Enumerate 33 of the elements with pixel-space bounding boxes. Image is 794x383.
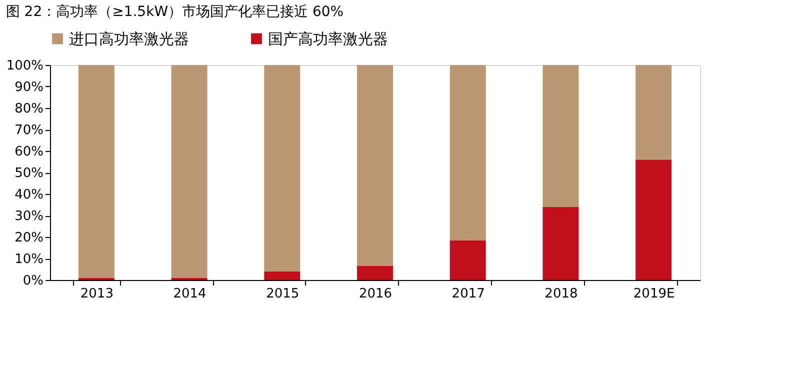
x-tick-label: 2016: [358, 286, 392, 302]
y-tick-label: 20%: [14, 230, 44, 246]
y-tick-label: 70%: [14, 123, 44, 138]
x-tick-label: 2017: [452, 286, 485, 302]
y-tick-label: 10%: [14, 252, 44, 267]
y-tick-label: 50%: [14, 166, 44, 181]
y-tick-label: 100%: [6, 58, 44, 74]
bar: [357, 266, 393, 280]
bar: [542, 65, 579, 207]
bar: [357, 65, 393, 266]
bar: [171, 65, 208, 278]
bar: [542, 206, 579, 280]
y-tick-label: 90%: [14, 80, 44, 95]
y-tick-label: 80%: [14, 102, 44, 116]
bar: [636, 160, 672, 280]
x-tick-label: 2013: [80, 286, 114, 302]
x-tick-label: 2015: [266, 286, 300, 302]
bar: [450, 65, 486, 240]
legend-label: 国产高功率激光器: [268, 30, 388, 48]
x-tick-label: 2014: [173, 286, 206, 302]
y-tick-label: 0%: [22, 274, 44, 288]
y-tick-label: 40%: [14, 188, 44, 202]
bar: [264, 271, 300, 280]
chart-title: 图 22：高功率（≥1.5kW）市场国产化率已接近 60%: [6, 4, 344, 20]
x-tick-label: 2019E: [633, 286, 675, 302]
y-tick-label: 60%: [14, 144, 44, 160]
bar: [264, 65, 300, 272]
bar: [636, 65, 672, 160]
y-tick-label: 30%: [14, 209, 44, 224]
x-tick-label: 2018: [544, 286, 578, 302]
bar: [450, 240, 486, 280]
legend-label: 进口高功率激光器: [69, 30, 189, 48]
bar: [78, 65, 114, 278]
